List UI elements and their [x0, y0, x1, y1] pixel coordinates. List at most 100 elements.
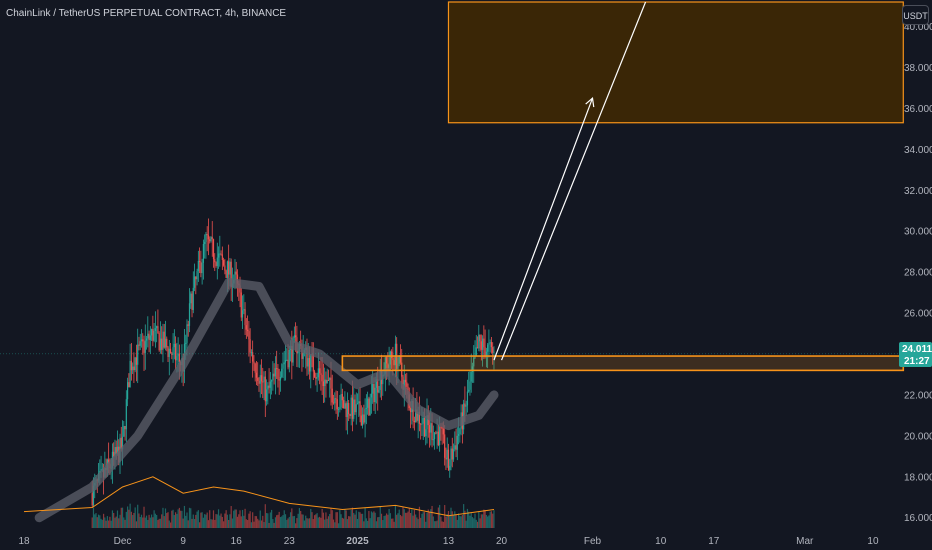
volume-bar [341, 517, 343, 528]
projection-arrow[interactable] [493, 97, 594, 361]
candle-body [445, 457, 447, 460]
volume-bar [262, 515, 264, 528]
candle-body [310, 354, 312, 372]
candle-body [295, 335, 297, 338]
volume-bar [133, 512, 135, 528]
volume-bar [167, 512, 169, 528]
candle-body [324, 379, 326, 386]
volume-bar [183, 505, 186, 528]
candle-body [150, 329, 153, 336]
currency-button[interactable]: USDT [902, 5, 929, 25]
candle-body [283, 362, 285, 365]
candle-body [465, 405, 467, 407]
candle-body [455, 445, 457, 450]
volume-bar [297, 513, 299, 528]
x-tick-label: 18 [18, 536, 30, 547]
volume-bar [96, 517, 98, 528]
volume-bar [312, 519, 314, 528]
candle-body [91, 493, 93, 506]
candle-body [204, 241, 206, 244]
volume-bar [138, 513, 140, 528]
volume-bar [445, 516, 447, 528]
volume-bar [407, 511, 409, 528]
candle-body [418, 411, 421, 424]
volume-bar [380, 513, 383, 528]
candle-body [367, 398, 369, 408]
candle-body [363, 414, 365, 423]
candle-body [412, 400, 414, 421]
volume-bar [104, 517, 106, 528]
volume-bar [163, 516, 165, 528]
candle-body [272, 373, 274, 381]
volume-bar [493, 510, 495, 528]
candle-body [478, 334, 480, 349]
volume-bar [490, 511, 493, 528]
candle-body [451, 448, 453, 460]
volume-bar [152, 517, 154, 528]
volume-bar [319, 516, 321, 528]
y-tick-label: 20.000 [904, 431, 932, 442]
target-zone[interactable] [447, 1, 904, 124]
candle-body [409, 408, 412, 413]
candle-body [415, 409, 417, 423]
volume-bar [295, 523, 297, 528]
candle-body [459, 428, 461, 435]
candle-body [404, 379, 407, 383]
volume-bar [220, 513, 222, 528]
candle-body [358, 401, 360, 404]
x-tick-label: 23 [284, 536, 296, 547]
support-zone[interactable] [341, 355, 905, 372]
candle-body [281, 368, 283, 377]
volume-bar [248, 513, 250, 528]
volume-bar [258, 520, 260, 528]
volume-bar [440, 516, 442, 528]
volume-bar [143, 506, 145, 528]
zones [0, 1, 905, 372]
candle-body [391, 351, 393, 359]
volume-bar [186, 512, 188, 528]
volume-bar [132, 515, 134, 528]
volume-bar [243, 515, 245, 528]
volume-bar [447, 511, 450, 528]
candle-body [276, 368, 278, 370]
volume-bar [412, 515, 414, 528]
volume-bar [159, 518, 162, 528]
volume-bar [204, 514, 206, 528]
candle-body [493, 351, 495, 353]
candle-body [417, 411, 419, 421]
candle-body [436, 431, 438, 434]
volume-bar [140, 514, 143, 528]
volume-bar [228, 519, 230, 528]
candle-body [332, 402, 335, 404]
volume-bar [330, 507, 332, 528]
volume-bar [212, 510, 215, 528]
x-tick-label: 13 [443, 536, 455, 547]
candle-body [421, 423, 423, 425]
volume-bar [474, 513, 476, 528]
volume-bar [245, 519, 247, 528]
volume-bar [459, 516, 461, 528]
volume-bar [346, 519, 349, 528]
volume-bar [230, 506, 232, 528]
projection-arrow[interactable] [500, 1, 647, 361]
volume-bar [268, 522, 270, 528]
volume-bar [388, 508, 390, 528]
candle-body [220, 253, 222, 255]
y-tick-label: 30.000 [904, 227, 932, 238]
projection-arrows [493, 1, 647, 361]
candle-body [327, 379, 330, 381]
candle-body [217, 253, 220, 258]
volume-bar [209, 510, 211, 528]
volume-bar [156, 514, 158, 528]
candle-body [173, 343, 175, 348]
volume-bar [375, 521, 378, 528]
volume-bar [392, 518, 394, 528]
volume-bar [451, 511, 453, 528]
candle-body [212, 239, 215, 260]
candle-body [447, 449, 450, 471]
volume-bar [313, 515, 316, 528]
volume-bar [455, 514, 457, 528]
volume-bar [105, 520, 107, 528]
volume-bar [394, 506, 397, 528]
